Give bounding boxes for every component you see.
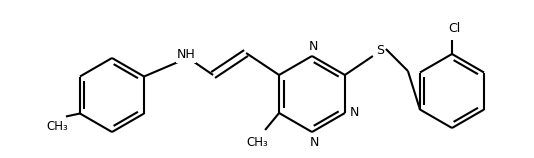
Text: N: N [309,136,319,149]
Text: CH₃: CH₃ [246,137,268,149]
Text: CH₃: CH₃ [46,120,68,133]
Text: S: S [376,45,384,58]
Text: NH: NH [177,49,195,61]
Text: Cl: Cl [448,22,460,36]
Text: N: N [350,106,359,119]
Text: N: N [308,40,318,52]
